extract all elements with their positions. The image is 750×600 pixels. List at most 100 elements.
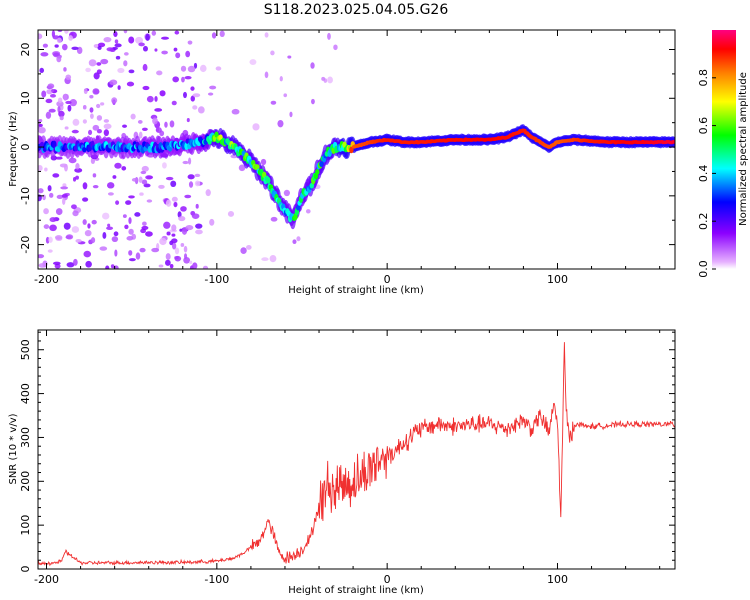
spectrogram-noise-blob <box>283 93 288 98</box>
spectrogram-noise-blob <box>279 76 283 82</box>
spectrogram-noise-blob <box>89 107 94 113</box>
spectrogram-y-tick-label: -20 <box>19 236 32 254</box>
spectrogram-noise-blob <box>87 223 91 229</box>
spectrogram-noise-blob <box>113 31 118 37</box>
spectrogram-noise-blob <box>154 96 158 102</box>
spectrogram-noise-blob <box>146 95 154 103</box>
spectrogram-noise-blob <box>192 262 198 269</box>
spectrogram-noise-blob <box>130 113 136 120</box>
spectrogram-noise-blob <box>65 100 72 105</box>
spectrogram-noise-blob <box>49 217 57 223</box>
spectrogram-noise-blob <box>205 189 211 197</box>
spectrogram-noise-blob <box>175 52 181 59</box>
spectrogram-noise-blob <box>74 167 83 173</box>
spectrogram-noise-blob <box>209 218 215 226</box>
spectrogram-x-tick-label: 0 <box>384 273 391 286</box>
spectrogram-noise-blob <box>103 123 112 130</box>
spectrogram-noise-blob <box>194 173 201 178</box>
spectrogram-ridge-core <box>218 134 223 141</box>
spectrogram-noise-blob <box>154 48 158 52</box>
spectrogram-noise-blob <box>49 192 54 198</box>
colorbar-tick-label: 0.6 <box>697 117 710 135</box>
spectrogram-noise-blob <box>145 175 153 180</box>
spectrogram-noise-blob <box>163 221 171 229</box>
spectrogram-noise-blob <box>141 127 148 131</box>
spectrogram-noise-blob <box>158 264 164 268</box>
spectrogram-ridge-core <box>266 176 271 184</box>
spectrogram-noise-blob <box>96 115 103 121</box>
spectrogram-y-tick-label: 10 <box>19 91 32 105</box>
spectrogram-noise-blob <box>52 261 61 266</box>
spectrogram-noise-blob <box>135 36 144 44</box>
spectrogram-noise-blob <box>287 55 292 59</box>
spectrogram-x-ticks: -200 -100 0 100 <box>34 30 661 286</box>
spectrogram-ridge-core <box>82 147 87 153</box>
spectrogram-noise-blob <box>88 59 97 67</box>
spectrogram-noise-blob <box>49 224 57 232</box>
spectrogram-noise-blob <box>72 210 79 217</box>
spectrogram-noise-blob <box>114 39 119 44</box>
spectrogram-noise-blob <box>264 32 269 38</box>
spectrogram-x-tick-label: -100 <box>204 273 229 286</box>
colorbar: 0.0 0.2 0.4 0.6 0.8 Normalized spectral ampl… <box>697 30 749 278</box>
spectrogram-noise-blob <box>55 156 63 160</box>
spectrogram-noise-blob <box>146 199 153 203</box>
spectrogram-noise-blob <box>173 47 178 52</box>
snr-y-tick-label: 400 <box>19 383 32 404</box>
spectrogram-noise-blob <box>270 100 277 105</box>
colorbar-ticks: 0.0 0.2 0.4 0.6 0.8 <box>697 69 716 278</box>
spectrogram-noise-blob <box>44 167 48 172</box>
spectrogram-noise-blob <box>186 118 190 123</box>
spectrogram-noise-blob <box>88 129 93 136</box>
snr-y-axis-label: SNR (10 * v/v) <box>8 413 19 484</box>
snr-x-tick-label: -100 <box>204 573 229 586</box>
spectrogram-noise-blob <box>56 194 64 200</box>
spectrogram-noise-blob <box>123 30 128 34</box>
spectrogram-noise-blob <box>83 88 88 95</box>
spectrogram-noise-blob <box>142 45 148 52</box>
spectrogram-noise-blob <box>75 175 79 180</box>
spectrogram-noise-blob <box>145 231 153 237</box>
spectrogram-noise-blob <box>121 166 127 171</box>
spectrogram-noise-blob <box>63 67 67 72</box>
snr-x-axis-label: Height of straight line (km) <box>288 585 424 596</box>
spectrogram-noise-blob <box>38 33 43 40</box>
spectrogram-noise-blob <box>183 253 188 260</box>
spectrogram-noise-blob <box>85 67 91 73</box>
spectrogram-noise-blob <box>292 239 297 245</box>
snr-x-tick-label: 100 <box>547 573 568 586</box>
spectrogram-noise-blob <box>82 105 87 110</box>
spectrogram-noise-blob <box>71 204 77 210</box>
spectrogram-noise-blob <box>165 253 171 260</box>
snr-y-tick-label: 100 <box>19 515 32 536</box>
spectrogram-noise-blob <box>169 120 175 128</box>
spectrogram-noise-blob <box>269 254 277 263</box>
spectrogram-noise-blob <box>171 233 176 237</box>
spectrogram-noise-blob <box>38 126 46 134</box>
spectrogram-noise-blob <box>142 85 150 91</box>
spectrogram-noise-blob <box>100 58 109 65</box>
spectrogram-noise-blob <box>47 249 53 253</box>
spectrogram-noise-blob <box>128 258 136 262</box>
spectrogram-noise-blob <box>227 211 235 217</box>
spectrogram-noise-blob <box>172 76 180 83</box>
spectrogram-noise-blob <box>187 174 195 180</box>
colorbar-gradient <box>712 30 736 269</box>
spectrogram-noise-blob <box>164 121 168 128</box>
spectrogram-noise-blob <box>45 236 50 244</box>
spectrogram-noise-blob <box>71 46 79 50</box>
spectrogram-noise-blob <box>41 90 47 98</box>
spectrogram-noise-blob <box>83 250 92 258</box>
spectrogram-noise-blob <box>270 50 275 56</box>
spectrogram-noise-blob <box>126 236 134 241</box>
spectrogram-noise-blob <box>333 44 338 51</box>
spectrogram-noise-blob <box>90 237 96 244</box>
spectrogram-noise-blob <box>238 164 246 172</box>
spectrogram-noise-blob <box>161 36 170 40</box>
spectrogram-noise-blob <box>57 105 61 113</box>
spectrogram-noise-blob <box>165 259 171 266</box>
spectrogram-noise-blob <box>93 72 100 80</box>
spectrogram-noise-blob <box>172 242 177 250</box>
spectrogram-noise-blob <box>151 247 160 253</box>
spectrogram-noise-blob <box>97 45 102 51</box>
